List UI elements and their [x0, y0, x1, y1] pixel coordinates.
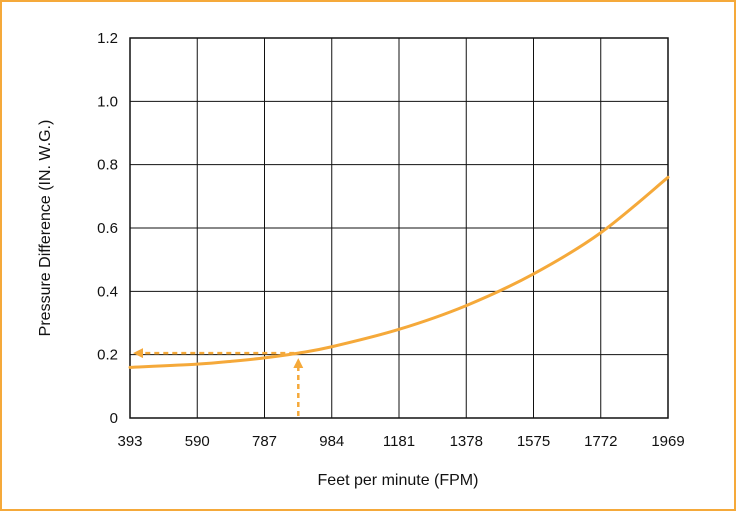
y-tick-label: 0.8	[97, 157, 118, 174]
x-tick-label: 1772	[584, 433, 617, 450]
x-tick-label: 590	[185, 433, 210, 450]
y-tick-label: 1.0	[97, 93, 118, 110]
y-tick-label: 0.2	[97, 347, 118, 364]
x-tick-label: 787	[252, 433, 277, 450]
annotation-layer	[133, 348, 304, 416]
x-tick-label: 1181	[383, 433, 415, 450]
series-line	[128, 175, 670, 369]
y-tick-label: 0.4	[97, 283, 118, 300]
y-axis-ticks: 0 0.2 0.4 0.6 0.8 1.0 1.2	[97, 30, 118, 427]
x-axis-title: Feet per minute (FPM)	[318, 472, 479, 489]
y-tick-label: 0.6	[97, 220, 118, 237]
curve-layer	[128, 175, 670, 369]
x-tick-label: 984	[319, 433, 344, 450]
x-tick-label: 1575	[517, 433, 550, 450]
x-tick-label: 393	[117, 433, 142, 450]
y-tick-label: 1.2	[97, 30, 118, 47]
x-tick-label: 1969	[651, 433, 684, 450]
y-axis-title: Pressure Difference (IN. W.G.)	[37, 120, 54, 337]
x-tick-label: 1378	[450, 433, 483, 450]
plot-border	[129, 37, 669, 419]
x-axis-ticks: 393 590 787 984 1181 1378 1575 1772 1969	[117, 433, 684, 450]
y-tick-label: 0	[110, 410, 118, 427]
grid	[129, 37, 669, 419]
